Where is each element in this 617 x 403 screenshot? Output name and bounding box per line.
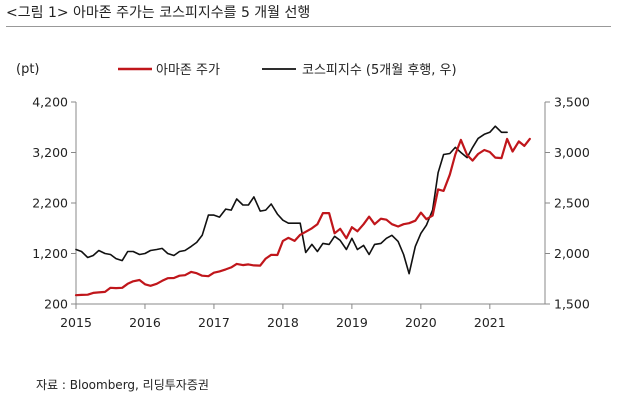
x-tick-label: 2019 (336, 315, 368, 330)
figure-title: <그림 1> 아마존 주가는 코스피지수를 5 개월 선행 (6, 5, 311, 21)
chart-legend: 아마존 주가 코스피지수 (5개월 후행, 우) (118, 62, 457, 78)
kospi-series-line (75, 125, 508, 275)
left-y-tick-label: 200 (44, 297, 68, 312)
right-y-tick-label: 3,500 (554, 95, 590, 110)
legend-label: 코스피지수 (5개월 후행, 우) (302, 62, 457, 78)
x-tick-label: 2018 (267, 315, 299, 330)
left-y-tick-label: 1,200 (32, 246, 68, 261)
x-tick-label: 2016 (129, 315, 161, 330)
x-tick-label: 2021 (474, 315, 506, 330)
legend-item-kospi: 코스피지수 (5개월 후행, 우) (262, 62, 457, 78)
right-y-tick-label: 1,500 (554, 297, 590, 312)
source-note: 자료 : Bloomberg, 리딩투자증권 (36, 378, 209, 392)
title-divider (6, 26, 611, 27)
right-y-tick-label: 2,500 (554, 196, 590, 211)
right-y-tick-label: 3,000 (554, 145, 590, 160)
chart-axes: 200 1,200 2,200 3,200 4,200 1,500 2,000 2,500 3,… (32, 95, 590, 331)
x-tick-label: 2020 (405, 315, 437, 330)
right-y-tick-label: 2,000 (554, 246, 590, 261)
legend-label: 아마존 주가 (156, 63, 220, 78)
left-axis-unit-label: (pt) (16, 62, 40, 77)
x-tick-label: 2015 (60, 315, 92, 330)
left-y-tick-label: 3,200 (32, 145, 68, 160)
left-y-tick-label: 2,200 (32, 196, 68, 211)
legend-item-amazon: 아마존 주가 (118, 63, 220, 78)
x-tick-label: 2017 (198, 315, 230, 330)
left-y-tick-label: 4,200 (32, 95, 68, 110)
chart-series (74, 125, 531, 297)
amazon-series-line (74, 137, 531, 297)
